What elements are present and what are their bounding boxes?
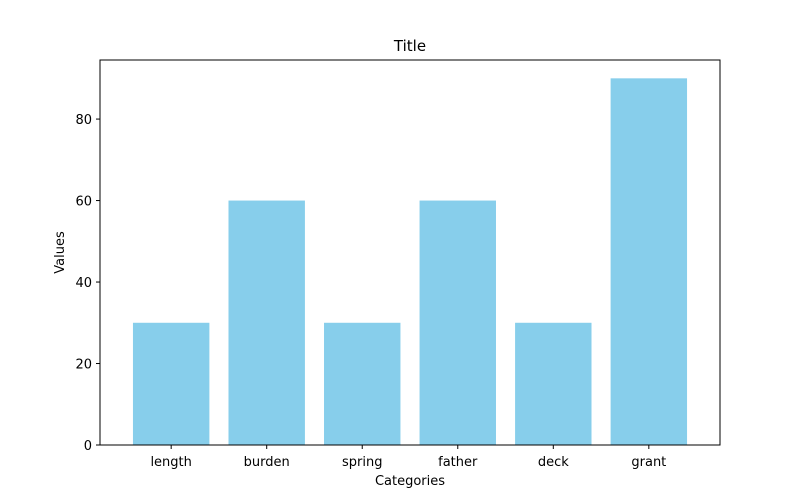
x-tick-label: deck (538, 455, 569, 470)
y-tick-label: 20 (75, 358, 92, 373)
bar-deck (515, 322, 592, 445)
bar-grant (610, 78, 688, 445)
y-tick-label: 40 (75, 276, 92, 291)
x-tick-label: length (150, 455, 191, 470)
x-tick-label: spring (342, 455, 382, 470)
y-tick-label: 60 (75, 195, 92, 210)
x-tick-label: burden (244, 455, 290, 470)
bar-length (132, 322, 210, 445)
bar-spring (324, 322, 401, 445)
x-tick-label: father (438, 455, 478, 470)
bar-burden (228, 200, 305, 445)
x-axis-label: Categories (375, 474, 445, 489)
chart-title: Title (393, 37, 426, 55)
x-tick-label: grant (631, 455, 666, 470)
x-axis-ticks: length burden spring father deck grant (150, 445, 666, 470)
y-tick-label: 0 (84, 439, 92, 454)
y-axis-ticks: 0 20 40 60 80 (75, 113, 100, 454)
y-tick-label: 80 (75, 113, 92, 128)
y-axis-label: Values (53, 231, 68, 274)
bar-father (419, 200, 496, 445)
plot-frame (99, 59, 721, 446)
bars-group (132, 78, 688, 445)
